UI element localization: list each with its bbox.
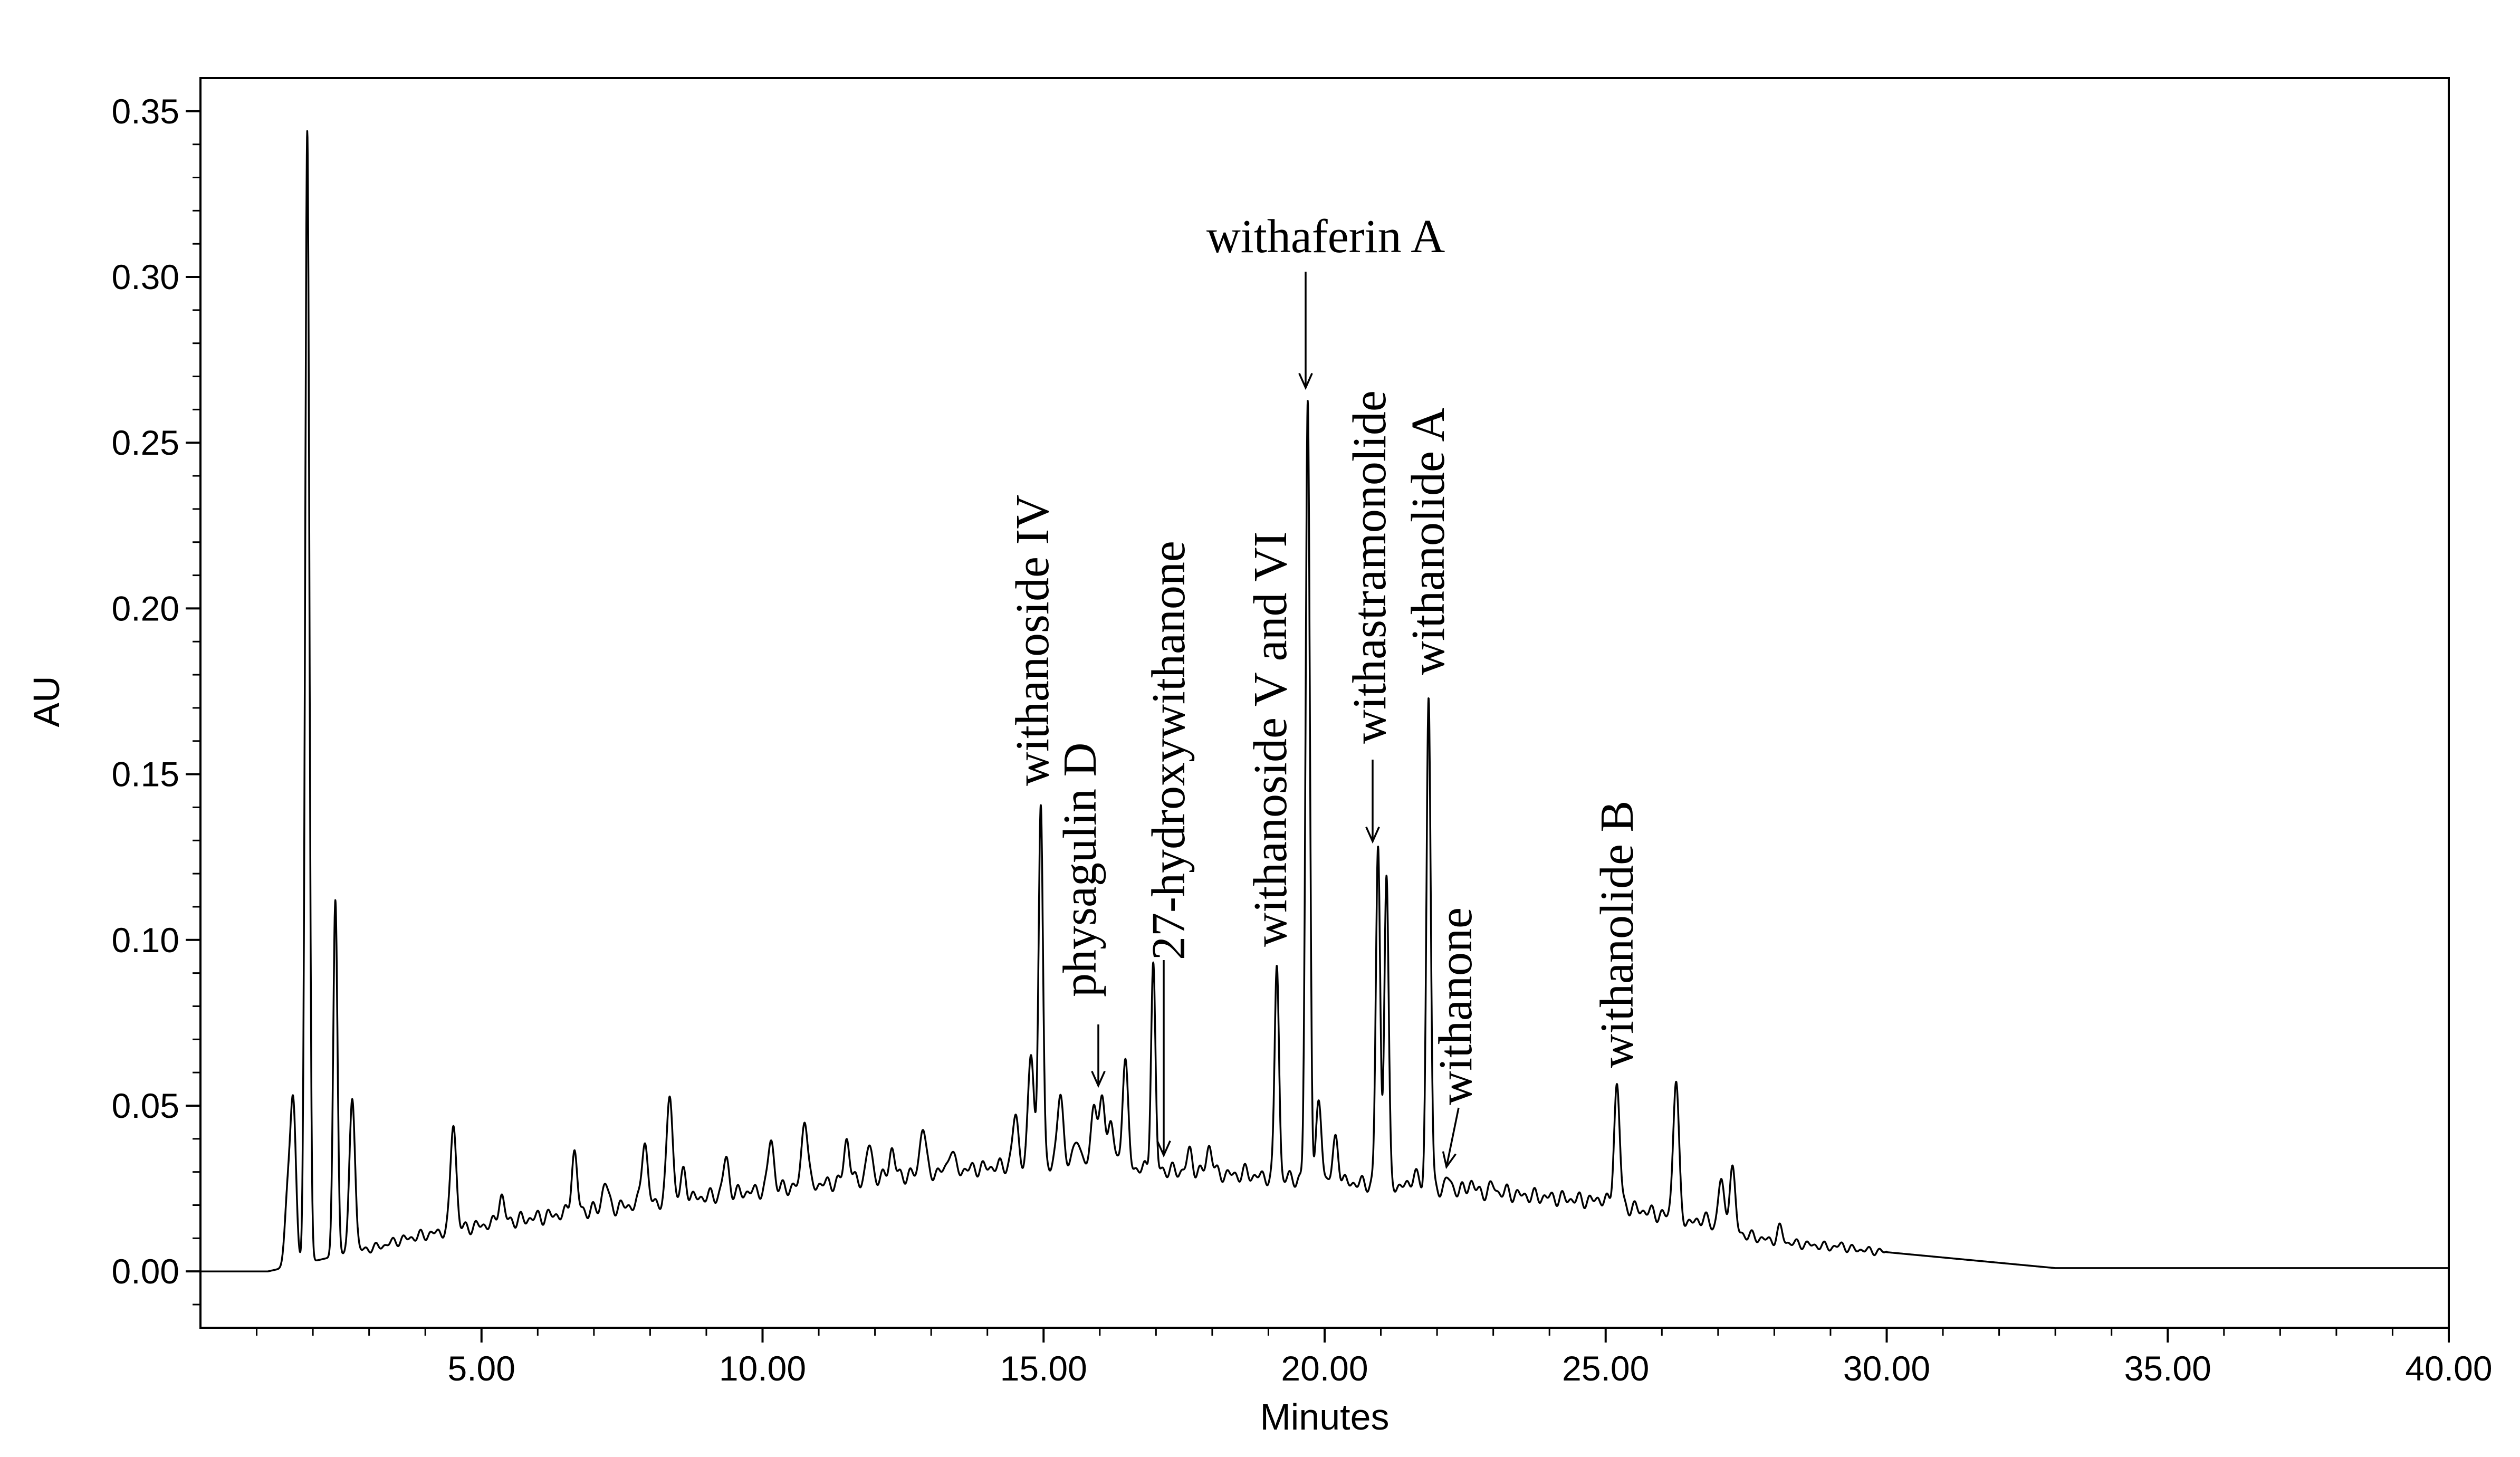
peak-label: 27-hydroxywithanone — [1143, 541, 1195, 960]
arrowhead — [1442, 1151, 1457, 1170]
x-tick-label: 30.00 — [1843, 1349, 1930, 1388]
x-tick-label: 20.00 — [1281, 1349, 1368, 1388]
y-tick-label: 0.10 — [112, 921, 179, 960]
plot-area-frame — [199, 77, 2450, 1329]
y-tick-label: 0.20 — [112, 589, 179, 628]
x-axis-title: Minutes — [1260, 1396, 1389, 1437]
x-axis: 5.00 10.00 15.00 20.00 25.00 30.00 35.00 40.00 — [256, 1328, 2493, 1388]
y-axis-title: AU — [26, 676, 67, 727]
y-tick-label: 0.25 — [112, 423, 179, 462]
chromatogram-trace — [199, 130, 2450, 1272]
peak-label: withanoside IV — [1007, 495, 1059, 786]
peak-label: withanone — [1430, 907, 1482, 1105]
x-tick-label: 25.00 — [1562, 1349, 1649, 1388]
x-tick-label: 35.00 — [2124, 1349, 2211, 1388]
y-tick-label: 0.05 — [112, 1086, 179, 1125]
arrowhead — [1298, 372, 1313, 390]
arrowhead — [1156, 1140, 1171, 1158]
peak-label: withanolide A — [1402, 408, 1454, 675]
peak-label: withanoside V and VI — [1244, 532, 1297, 947]
arrowhead — [1365, 826, 1380, 844]
y-tick-label: 0.00 — [112, 1252, 179, 1291]
annotation-arrow — [1445, 1107, 1460, 1167]
x-tick-label: 40.00 — [2405, 1349, 2492, 1388]
y-tick-label: 0.35 — [112, 92, 179, 131]
peak-label: physagulin D — [1054, 743, 1106, 997]
peak-label: withaferin A — [1206, 210, 1445, 263]
x-tick-label: 15.00 — [1000, 1349, 1087, 1388]
y-tick-label: 0.30 — [112, 257, 179, 296]
x-tick-label: 10.00 — [719, 1349, 806, 1388]
arrowhead — [1091, 1070, 1106, 1088]
x-tick-label: 5.00 — [448, 1349, 515, 1388]
y-axis: 0.00 0.05 0.10 0.15 0.20 0.25 0.30 0.35 — [112, 92, 200, 1306]
peak-label: withanolide B — [1591, 801, 1643, 1068]
y-tick-label: 0.15 — [112, 755, 179, 794]
peak-label: withastramonolide — [1344, 390, 1396, 744]
